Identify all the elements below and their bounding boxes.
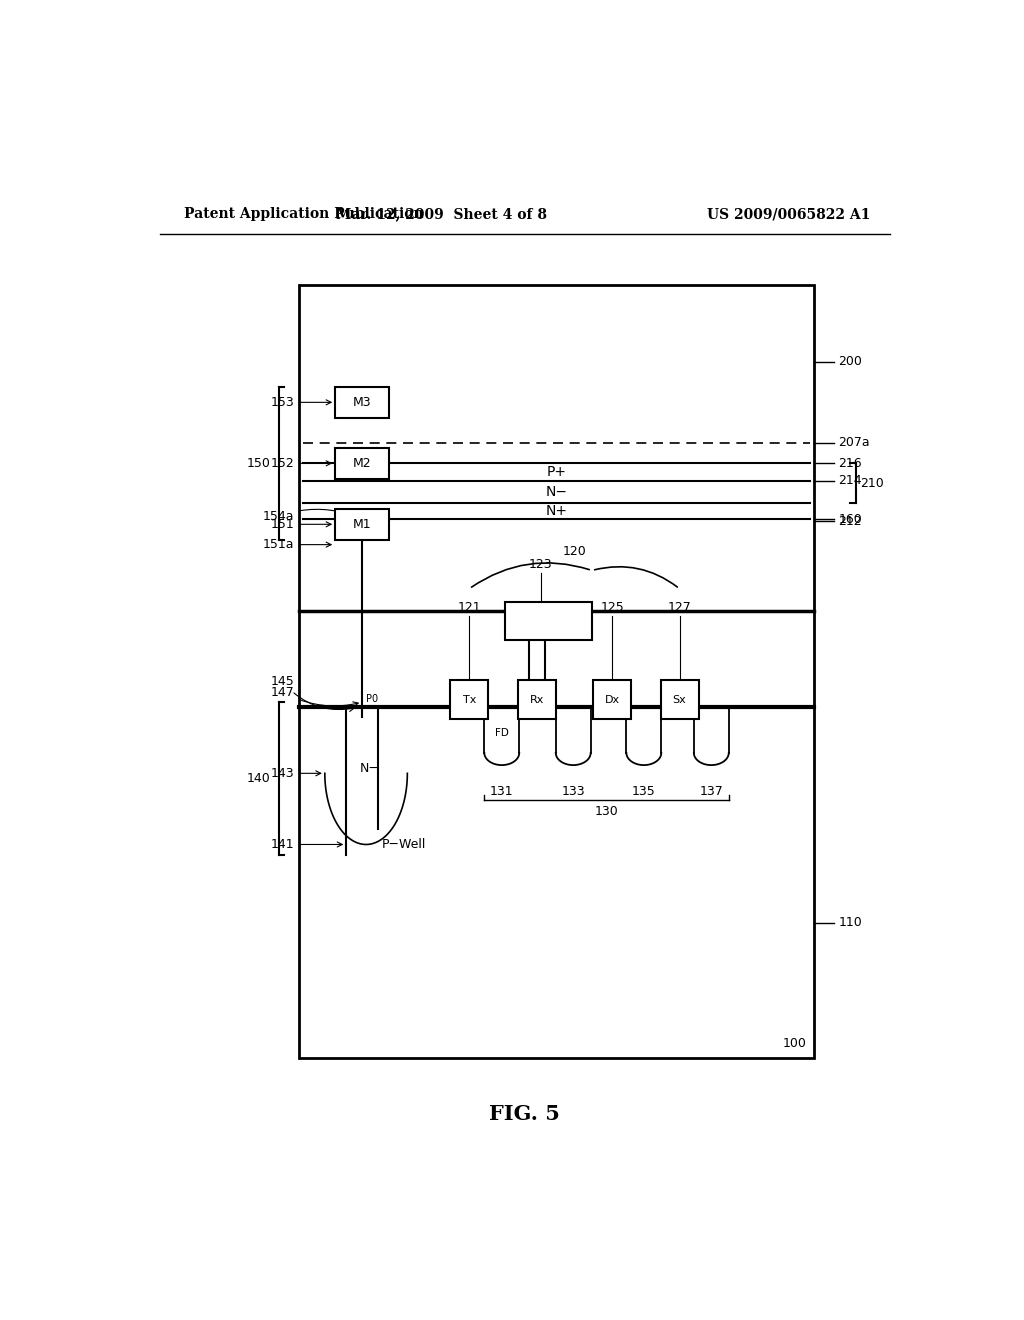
Bar [660, 680, 698, 719]
Text: 137: 137 [699, 785, 723, 799]
Text: 212: 212 [839, 515, 862, 528]
Text: 120: 120 [562, 545, 587, 558]
Text: 127: 127 [668, 601, 691, 614]
Text: 150: 150 [247, 457, 270, 470]
Bar [335, 387, 389, 417]
Text: 143: 143 [271, 767, 321, 780]
Text: 145: 145 [271, 676, 354, 711]
Text: 214: 214 [839, 474, 862, 487]
Text: 131: 131 [489, 785, 514, 799]
Text: US 2009/0065822 A1: US 2009/0065822 A1 [708, 207, 870, 222]
Text: Mar. 12, 2009  Sheet 4 of 8: Mar. 12, 2009 Sheet 4 of 8 [336, 207, 547, 222]
Text: 123: 123 [528, 558, 553, 572]
Bar [335, 510, 389, 540]
Text: 135: 135 [632, 785, 655, 799]
Text: M3: M3 [353, 396, 372, 409]
Text: Patent Application Publication: Patent Application Publication [183, 207, 423, 222]
Text: 133: 133 [561, 785, 585, 799]
Text: N+: N+ [546, 504, 567, 517]
Text: 125: 125 [600, 601, 624, 614]
Text: 153: 153 [271, 396, 331, 409]
Text: M1: M1 [353, 517, 372, 531]
Text: 154a: 154a [263, 510, 359, 523]
Text: 207a: 207a [839, 437, 870, 450]
Text: N−: N− [546, 484, 567, 499]
Bar [518, 680, 556, 719]
Text: M2: M2 [353, 457, 372, 470]
Text: Dx: Dx [604, 694, 620, 705]
Text: 151a: 151a [263, 539, 331, 552]
Text: N−: N− [360, 762, 380, 775]
Text: P−Well: P−Well [382, 838, 426, 851]
Text: 210: 210 [860, 477, 884, 490]
Text: Rx: Rx [529, 694, 544, 705]
Bar [451, 680, 488, 719]
Text: FIG. 5: FIG. 5 [489, 1104, 560, 1123]
Text: 121: 121 [458, 601, 481, 614]
Text: 200: 200 [839, 355, 862, 368]
Text: 160: 160 [839, 512, 862, 525]
Bar [335, 447, 389, 479]
Text: 151: 151 [271, 517, 331, 531]
Text: 216: 216 [839, 457, 862, 470]
Text: 110: 110 [839, 916, 862, 929]
Text: 152: 152 [271, 457, 331, 470]
Text: P0: P0 [366, 694, 378, 704]
Bar [593, 680, 631, 719]
Text: 100: 100 [782, 1036, 807, 1049]
Text: 140: 140 [247, 772, 270, 785]
Bar [505, 602, 592, 640]
Text: FD: FD [495, 727, 509, 738]
Text: Tx: Tx [463, 694, 476, 705]
Text: 141: 141 [271, 838, 342, 851]
Bar [299, 285, 814, 1057]
Text: P+: P+ [547, 465, 566, 479]
Text: 130: 130 [595, 805, 618, 818]
Text: Sx: Sx [673, 694, 686, 705]
Text: 147: 147 [271, 685, 358, 706]
